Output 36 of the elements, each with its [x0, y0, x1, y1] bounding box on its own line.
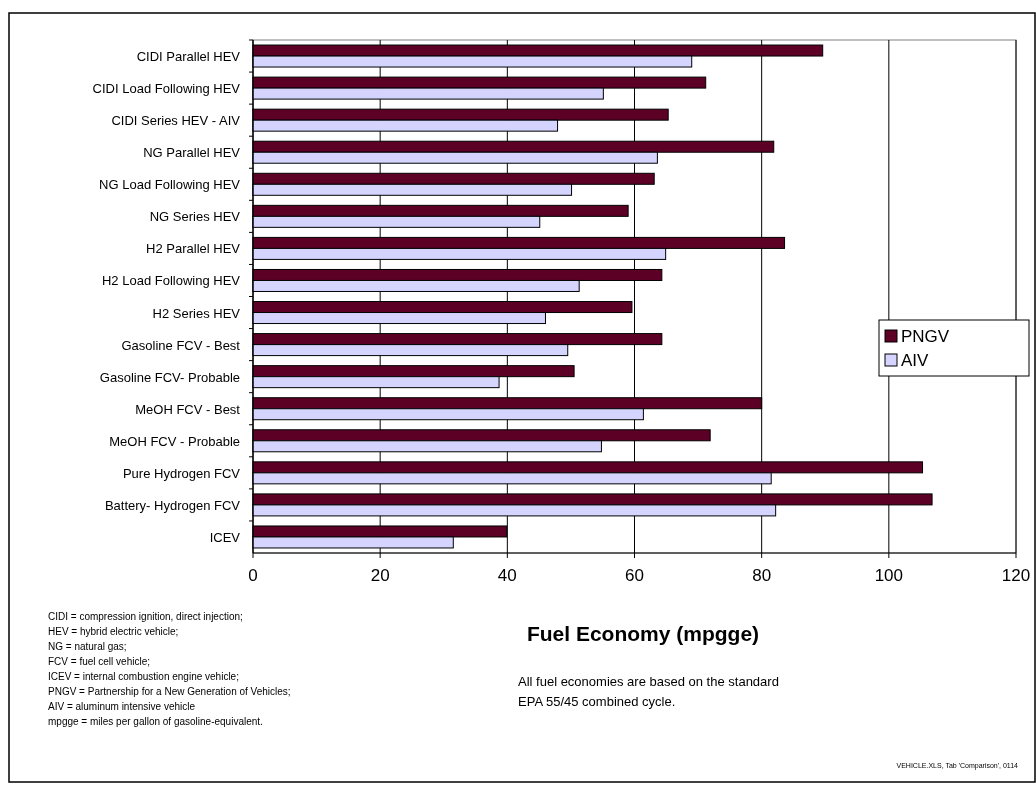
- y-tick-label: H2 Load Following HEV: [101, 273, 241, 289]
- y-tick-label: Gasoline FCV - Best: [121, 337, 241, 353]
- y-tick-label: H2 Series HEV: [152, 305, 241, 321]
- text: FCV = fuel cell vehicle;: [48, 656, 150, 667]
- x-tick-label: 0: [248, 566, 258, 585]
- y-tick-label: NG Parallel HEV: [143, 145, 241, 161]
- y-tick-label: MeOH FCV - Probable: [109, 433, 240, 449]
- x-tick-label: 80: [752, 566, 772, 585]
- text: PNGV = Partnership for a New Generation of Vehicles;: [48, 686, 291, 697]
- y-tick-label: CIDI Series HEV - AIV: [111, 113, 241, 129]
- y-tick-label: CIDI Parallel HEV: [136, 49, 241, 65]
- legend-label: AIV: [901, 351, 930, 370]
- text: CIDI = compression ignition, direct injection;: [48, 611, 243, 622]
- y-tick-label: MeOH FCV - Best: [135, 401, 241, 417]
- y-tick-label: NG Series HEV: [149, 209, 241, 225]
- text: AIV = aluminum intensive vehicle: [48, 701, 196, 712]
- y-tick-label: CIDI Load Following HEV: [92, 81, 241, 97]
- text: ICEV = internal combustion engine vehicle;: [48, 671, 239, 682]
- text: HEV = hybrid electric vehicle;: [48, 626, 179, 637]
- x-tick-label: 20: [370, 566, 390, 585]
- text: EPA 55/45 combined cycle.: [518, 694, 676, 709]
- y-tick-label: ICEV: [209, 529, 241, 545]
- x-tick-label: 100: [874, 566, 904, 585]
- text: mpgge = miles per gallon of gasoline-equivalent.: [48, 716, 263, 727]
- y-tick-label: NG Load Following HEV: [99, 177, 241, 193]
- legend-label: PNGV: [901, 327, 950, 346]
- text: All fuel economies are based on the standard: [518, 674, 779, 689]
- x-tick-label: 120: [1001, 566, 1031, 585]
- text: NG = natural gas;: [48, 641, 127, 652]
- y-tick-label: Battery- Hydrogen FCV: [104, 497, 241, 513]
- x-tick-label: 60: [625, 566, 644, 585]
- y-tick-label: H2 Parallel HEV: [146, 241, 241, 257]
- x-axis-title: Fuel Economy (mpgge): [526, 622, 760, 645]
- x-tick-label: 40: [497, 566, 517, 585]
- y-tick-label: Gasoline FCV- Probable: [99, 369, 240, 385]
- y-tick-label: Pure Hydrogen FCV: [122, 465, 241, 481]
